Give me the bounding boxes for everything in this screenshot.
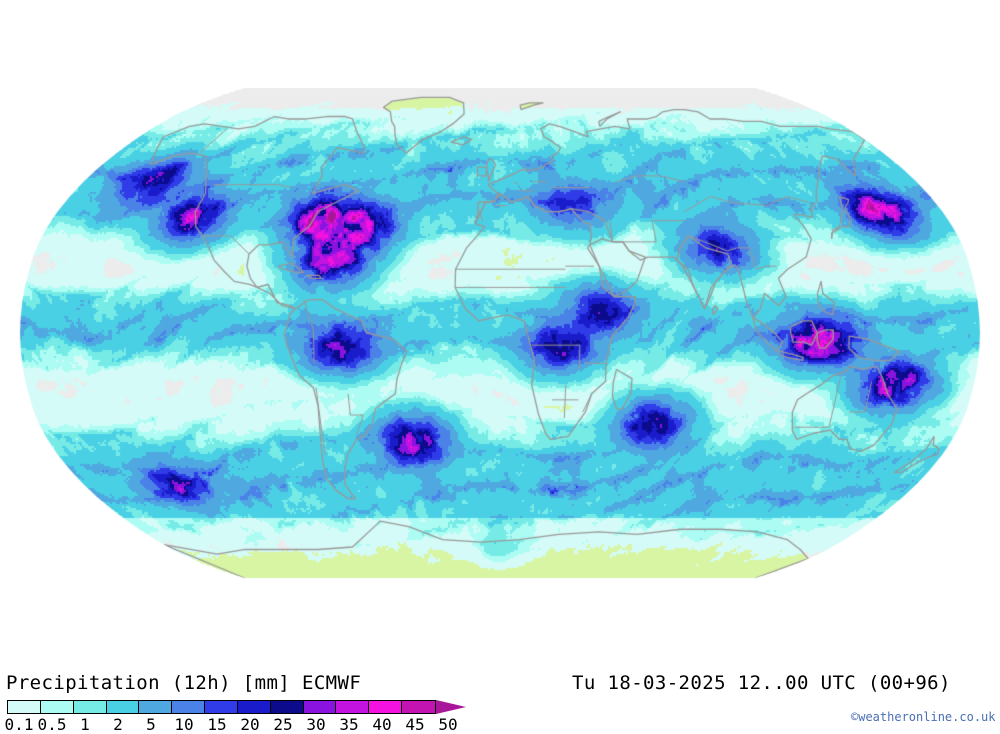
colorbar-cell-1 <box>40 701 74 713</box>
map-footer: Precipitation (12h) [mm] ECMWF Tu 18-03-… <box>0 660 1000 734</box>
map-canvas[interactable] <box>0 0 1000 660</box>
colorbar-tick-15: 15 <box>207 715 227 734</box>
map-title: Precipitation (12h) [mm] ECMWF <box>6 672 362 694</box>
copyright-label: ©weatheronline.co.uk <box>851 710 996 724</box>
colorbar-tick-35: 35 <box>339 715 359 734</box>
colorbar-cell-2 <box>73 701 107 713</box>
colorbar-tick-0.5: 0.5 <box>37 715 67 734</box>
colorbar-tick-1: 1 <box>80 715 90 734</box>
colorbar-tick-0.1: 0.1 <box>4 715 34 734</box>
legend-colorbar[interactable]: 0.1 0.5 1 2 5 10 15 20 25 30 35 40 45 50 <box>4 700 507 734</box>
colorbar-cell-10 <box>336 701 370 713</box>
colorbar-cell-0 <box>8 701 41 713</box>
colorbar-tick-5: 5 <box>146 715 156 734</box>
colorbar-cell-9 <box>303 701 337 713</box>
colorbar-cell-11 <box>369 701 403 713</box>
colorbar-cell-5 <box>172 701 206 713</box>
colorbar-cell-4 <box>139 701 173 713</box>
colorbar-cell-7 <box>237 701 271 713</box>
colorbar-tick-30: 30 <box>306 715 326 734</box>
colorbar-tick-25: 25 <box>273 715 293 734</box>
colorbar-tick-labels: 0.1 0.5 1 2 5 10 15 20 25 30 35 40 45 50 <box>4 715 476 734</box>
colorbar-cells <box>7 700 436 714</box>
colorbar-tick-2: 2 <box>113 715 123 734</box>
colorbar-cell-6 <box>205 701 238 713</box>
colorbar-tick-45: 45 <box>405 715 425 734</box>
colorbar-tick-10: 10 <box>174 715 194 734</box>
world-precipitation-map[interactable] <box>0 0 1000 660</box>
colorbar-tick-20: 20 <box>240 715 260 734</box>
colorbar-cell-12 <box>402 701 435 713</box>
colorbar-tick-50: 50 <box>438 715 458 734</box>
colorbar-tick-40: 40 <box>372 715 392 734</box>
colorbar-cell-8 <box>270 701 304 713</box>
colorbar-cell-3 <box>106 701 140 713</box>
valid-time-label: Tu 18-03-2025 12..00 UTC (00+96) <box>572 672 951 694</box>
colorbar-overflow-arrow <box>436 700 466 714</box>
